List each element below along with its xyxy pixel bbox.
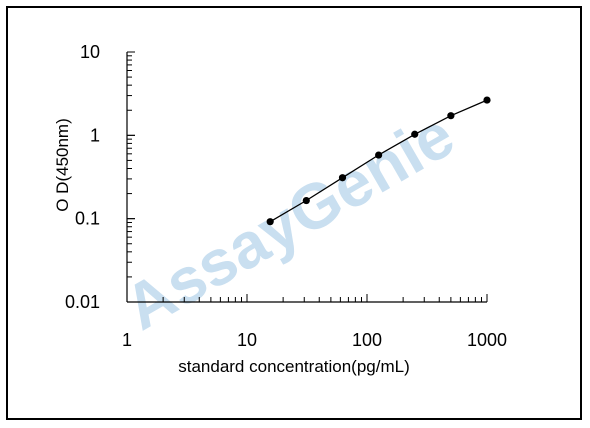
tick-labels: 1 10 100 1000 10 1 0.1 0.01 [65,42,507,350]
data-point [411,130,419,138]
series-layer [266,96,491,226]
y-axis-title: O D(450nm) [53,118,72,212]
data-point [483,96,491,104]
x-tick-label: 1 [122,330,132,350]
y-tick-label: 0.1 [75,209,100,229]
data-point [266,218,274,226]
x-tick-label: 1000 [467,330,507,350]
chart-frame [6,6,582,420]
data-point [338,174,347,182]
y-tick-label: 10 [80,42,100,62]
x-tick-label: 10 [237,330,257,350]
x-tick-label: 100 [352,330,382,350]
axes [126,51,488,303]
data-point [302,196,310,205]
data-point [375,151,383,159]
x-axis-title: standard concentration(pg/mL) [178,357,410,376]
y-tick-label: 0.01 [65,292,100,312]
data-point [447,112,455,120]
y-tick-label: 1 [90,125,100,145]
